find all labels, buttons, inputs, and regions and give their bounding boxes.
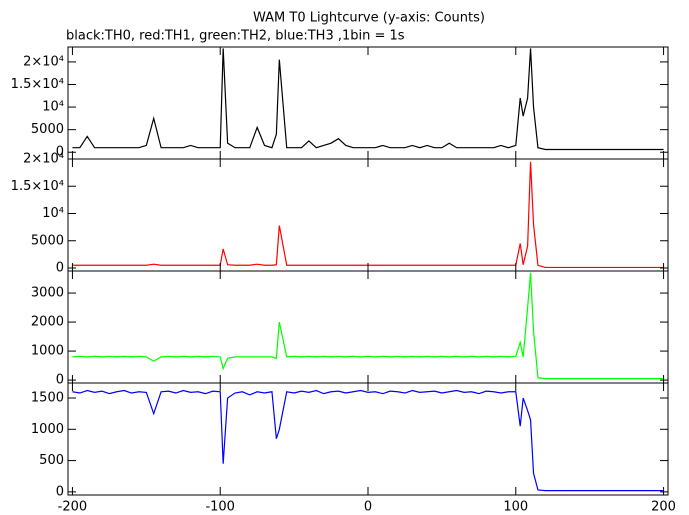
y-tick-label: 1500 [31, 391, 64, 406]
chart-title: WAM T0 Lightcurve (y-axis: Counts) [253, 11, 485, 26]
y-tick-label: 10⁴ [42, 100, 64, 115]
y-tick-label: 0 [56, 145, 64, 160]
chart-subtitle: black:TH0, red:TH1, green:TH2, blue:TH3 … [66, 29, 405, 44]
y-tick-label: 1.5×10⁴ [11, 179, 64, 194]
y-tick-label: 1.5×10⁴ [11, 77, 64, 92]
x-tick-label: 0 [364, 500, 372, 515]
light-curve [72, 48, 664, 151]
x-tick-label: 100 [503, 500, 528, 515]
x-tick-label: -100 [205, 500, 235, 515]
light-curve [72, 272, 664, 380]
y-tick-label: 1000 [31, 344, 64, 359]
y-tick-label: 2×10⁴ [23, 54, 64, 69]
light-curve [72, 389, 664, 492]
x-tick-label: -200 [58, 500, 88, 515]
panel-frame [67, 46, 669, 160]
y-tick-label: 5000 [31, 233, 64, 248]
y-tick-label: 0 [56, 261, 64, 276]
light-curve [72, 161, 664, 269]
y-tick-label: 3000 [31, 286, 64, 301]
y-tick-label: 1000 [31, 422, 64, 437]
y-tick-label: 0 [56, 484, 64, 499]
y-tick-label: 10⁴ [42, 206, 64, 221]
y-tick-label: 2000 [31, 315, 64, 330]
y-tick-label: 500 [39, 453, 64, 468]
panel-frame [67, 158, 669, 272]
x-tick-label: 200 [651, 500, 676, 515]
panel-frame [67, 270, 669, 384]
y-tick-label: 0 [56, 373, 64, 388]
y-tick-label: 2×10⁴ [23, 152, 64, 167]
y-tick-label: 5000 [31, 122, 64, 137]
